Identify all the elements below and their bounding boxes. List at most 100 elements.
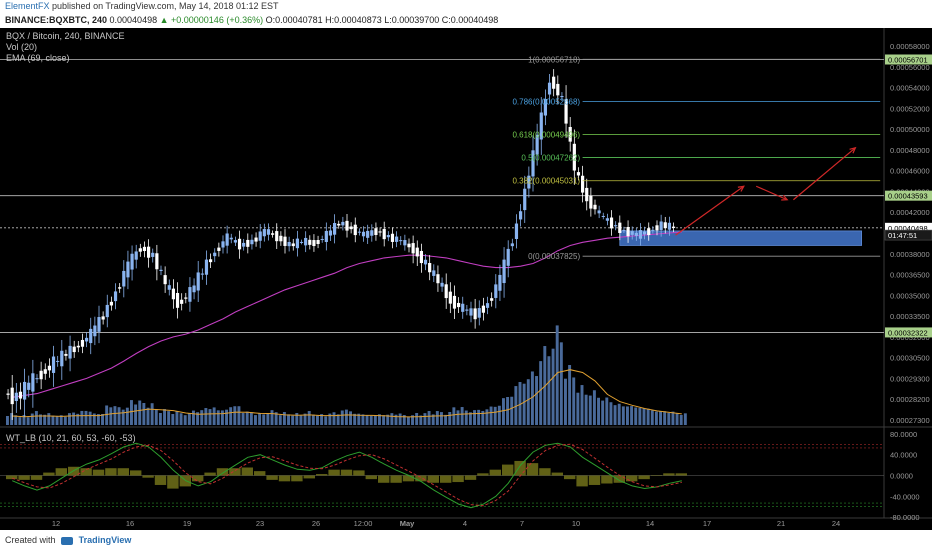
- volume-bar: [518, 382, 522, 425]
- ohlc-values: O:0.00040781 H:0.00040873 L:0.00039700 C…: [265, 15, 499, 25]
- projection-arrow-line: [793, 147, 856, 201]
- candle-body: [560, 95, 564, 98]
- wt2-line: [12, 443, 682, 507]
- volume-bar: [386, 414, 390, 425]
- time-tick-label: 23: [256, 519, 264, 528]
- candle-body: [403, 240, 407, 246]
- volume-bar: [340, 410, 344, 425]
- volume-bar: [526, 379, 530, 425]
- candle-body: [523, 188, 527, 211]
- volume-bar: [18, 417, 22, 425]
- candle-body: [10, 387, 14, 405]
- time-axis[interactable]: 12 16 19 23 26 12:00 May 4 7 10 14 17 21 24: [52, 519, 840, 528]
- footer-brand[interactable]: TradingView: [78, 535, 132, 545]
- volume-bar: [481, 410, 485, 425]
- publish-info-bar: ElementFX published on TradingView.com, …: [0, 0, 932, 13]
- volume-bar: [444, 414, 448, 425]
- volume-bar: [406, 416, 410, 425]
- volume-bar: [675, 413, 679, 425]
- projection-arrows[interactable]: [675, 146, 857, 236]
- candle-body: [167, 285, 171, 290]
- candle-body: [552, 76, 556, 89]
- volume-bar: [229, 407, 233, 425]
- volume-bar: [270, 410, 274, 425]
- publish-text: published on TradingView.com, May 14, 20…: [49, 1, 279, 11]
- candle-body: [448, 291, 452, 304]
- volume-bar: [316, 415, 319, 425]
- candle-body: [568, 126, 572, 142]
- volume-bar: [369, 415, 373, 425]
- symbol-label: BINANCE:BQXBTC, 240: [5, 15, 108, 25]
- price-tick-label: 0.00046000: [890, 167, 930, 176]
- osc-hist-bar: [427, 475, 439, 483]
- volume-bar: [654, 411, 658, 425]
- candle-body: [233, 240, 237, 243]
- volume-bar: [630, 406, 634, 425]
- price-tag-label: 0.00056701: [888, 55, 928, 64]
- time-tick-label: 14: [646, 519, 654, 528]
- osc-hist-bar: [179, 475, 191, 487]
- volume-bar: [605, 397, 609, 425]
- candle-body: [6, 393, 10, 395]
- candle-body: [225, 233, 229, 246]
- price-tick-label: 0.00036500: [890, 271, 930, 280]
- osc-tick-label: -80.0000: [890, 513, 920, 522]
- candle-body: [188, 287, 192, 302]
- osc-hist-bar: [675, 473, 687, 476]
- volume-bar: [464, 410, 468, 425]
- price-tag-label: 0.00043593: [888, 192, 928, 201]
- price-tag-box: [884, 229, 932, 241]
- candle-body: [113, 291, 118, 302]
- candle-body: [494, 284, 498, 298]
- volume-bar: [307, 411, 311, 425]
- candle-body: [308, 239, 312, 245]
- candle-body: [419, 250, 423, 264]
- candle-body: [27, 382, 31, 390]
- volume-bar: [411, 415, 414, 425]
- osc-tick-label: -40.0000: [890, 492, 920, 501]
- volume-bar: [30, 413, 34, 425]
- volume-bar: [642, 408, 646, 425]
- author-link[interactable]: ElementFX: [5, 1, 50, 11]
- demand-zone: [619, 230, 862, 246]
- osc-hist-bar: [328, 469, 340, 476]
- volume-bar: [485, 409, 489, 425]
- osc-hist-bar: [402, 475, 415, 482]
- volume-bar: [626, 406, 629, 425]
- price-tick-label: 0.00056000: [890, 63, 930, 72]
- volume-bar: [679, 415, 683, 425]
- volume-bar: [431, 414, 435, 425]
- volume-bar: [130, 400, 133, 425]
- volume-bar: [282, 412, 286, 425]
- osc-hist-bar: [613, 475, 625, 483]
- volume-bar: [440, 412, 443, 425]
- volume-bar: [502, 398, 505, 425]
- volume-bar: [361, 414, 365, 425]
- fibonacci-retracement[interactable]: 1(0.00056718) 0.786(0.00052668) 0.618(0.00…: [512, 55, 881, 261]
- time-tick-label: 19: [183, 519, 191, 528]
- volume-bar: [468, 412, 472, 425]
- projection-arrow-line: [675, 185, 745, 236]
- volume-bar: [125, 407, 129, 425]
- osc-hist-bar: [266, 475, 278, 480]
- candle-body: [663, 222, 667, 229]
- candle-body: [341, 221, 345, 226]
- candle-body: [357, 231, 361, 233]
- candle-body: [423, 259, 428, 265]
- volume-bar: [233, 406, 237, 425]
- osc-hist-bar: [254, 471, 266, 476]
- candle-body: [175, 292, 180, 308]
- volume-bar: [539, 361, 543, 425]
- candle-body: [576, 172, 581, 176]
- candle-body: [585, 187, 589, 202]
- candle-body: [415, 247, 419, 257]
- volume-bar: [76, 413, 80, 425]
- candle-body: [428, 263, 432, 273]
- candle-body: [630, 231, 634, 235]
- osc-hist-bar: [340, 469, 353, 476]
- osc-hist-bar: [588, 475, 601, 485]
- volume-bar: [609, 402, 613, 425]
- price-chart[interactable]: 1(0.00056718) 0.786(0.00052668) 0.618(0.00…: [0, 28, 932, 530]
- osc-hist-bar: [154, 475, 167, 485]
